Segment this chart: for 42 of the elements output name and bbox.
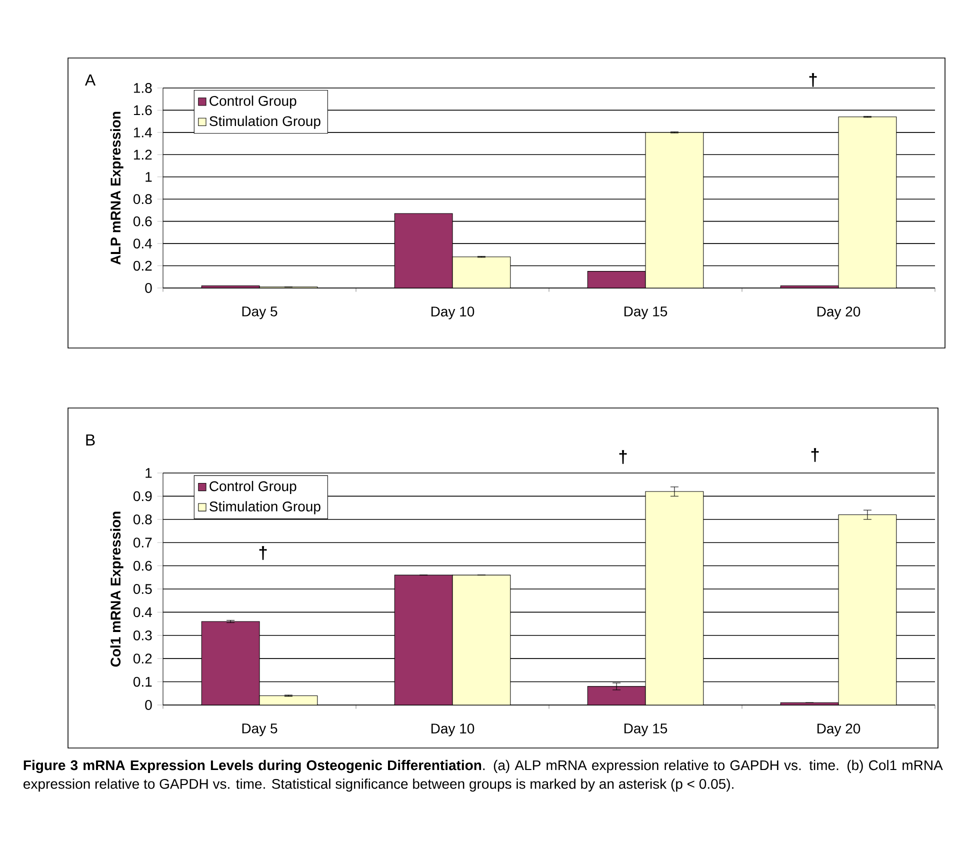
y-tick-label: 1.4 xyxy=(134,128,152,138)
x-tick-label: Day 15 xyxy=(624,306,668,320)
x-tick-label: Day 20 xyxy=(817,306,860,320)
y-tick-label: 0.4 xyxy=(133,607,152,618)
legend-label: Stimulation Group xyxy=(210,501,320,514)
y-tick-label: 0.5 xyxy=(133,584,152,594)
text: † xyxy=(619,450,627,464)
y-tick-label: 0.1 xyxy=(133,676,152,687)
text: Figure 3 mRNA Expression Levels during Osteogenic Differentiation. (a) ALP mRNA expression relative to GAPDH vs. time. (b) Col1 mRNA expression relative to GAPDH vs. time. Statistical significance between groups is marked by an asterisk (p < 0.05). xyxy=(24,760,943,792)
y-axis-title: Col1 mRNA Expression xyxy=(110,512,124,667)
legend-label: Stimulation Group xyxy=(210,116,320,129)
y-tick-label: 0.4 xyxy=(133,238,152,249)
x-tick-label: Day 20 xyxy=(817,724,860,736)
legend-label: Control Group xyxy=(210,480,296,494)
y-tick-label: 0 xyxy=(145,283,152,293)
text: † xyxy=(811,448,819,462)
y-tick-label: 0.8 xyxy=(133,194,152,204)
x-tick-label: Day 10 xyxy=(431,306,474,320)
annotation: † xyxy=(259,546,267,560)
x-tick-label: Day 15 xyxy=(624,724,668,736)
y-tick-label: 0.2 xyxy=(133,260,152,271)
y-tick-label: 0.6 xyxy=(133,560,152,571)
x-tick-label: Day 5 xyxy=(242,306,278,320)
y-tick-label: 1.8 xyxy=(134,83,152,93)
x-tick-label: Day 10 xyxy=(431,724,474,736)
chart-title: A xyxy=(84,74,96,86)
y-tick-label: 0.7 xyxy=(133,538,152,548)
y-tick-label: 0.2 xyxy=(133,654,152,664)
x-tick-label: Day 5 xyxy=(242,724,278,736)
y-tick-label: 1.2 xyxy=(134,150,152,160)
y-tick-label: 0.3 xyxy=(133,630,152,640)
y-tick-label: 1 xyxy=(146,172,152,182)
y-tick-label: 0.8 xyxy=(133,514,152,524)
y-tick-label: 0.9 xyxy=(133,491,152,502)
y-axis-title: ALP mRNA Expression xyxy=(110,112,124,265)
y-tick-label: 0.6 xyxy=(133,216,152,226)
y-tick-label: 0 xyxy=(145,700,152,710)
legend-label: Control Group xyxy=(210,96,296,109)
chart-title: B xyxy=(86,434,95,446)
y-tick-label: 1 xyxy=(146,468,152,478)
y-tick-label: 1.6 xyxy=(134,105,152,116)
text: † xyxy=(809,73,817,87)
